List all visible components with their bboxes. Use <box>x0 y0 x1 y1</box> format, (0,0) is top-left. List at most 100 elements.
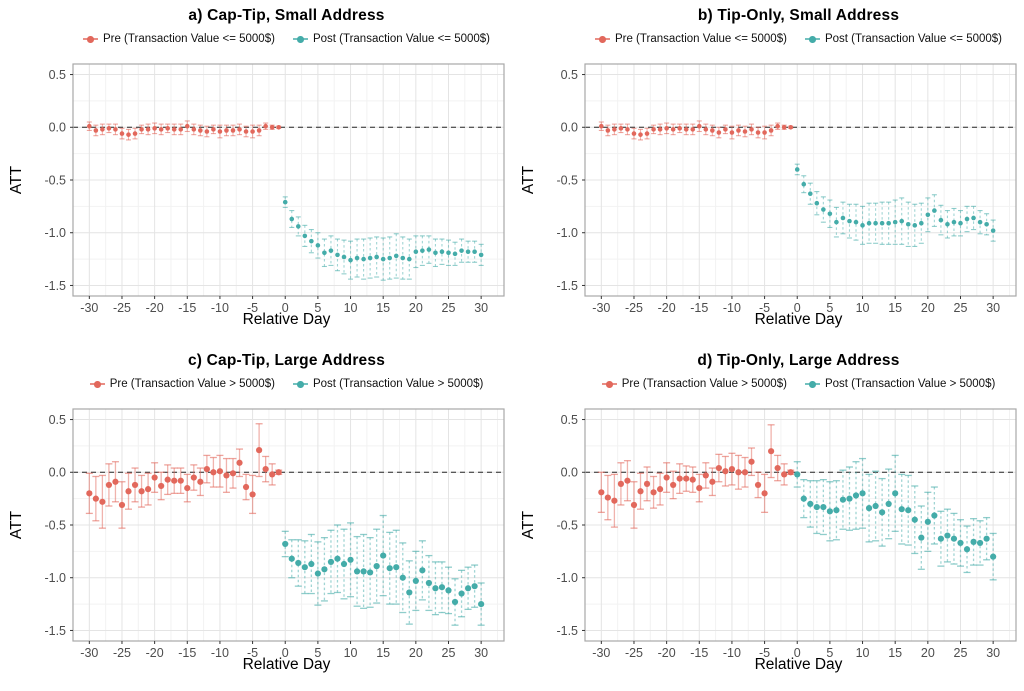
svg-text:-30: -30 <box>592 301 610 315</box>
svg-text:-1.0: -1.0 <box>556 571 578 585</box>
svg-text:30: 30 <box>474 646 488 660</box>
svg-text:-1.0: -1.0 <box>556 226 578 240</box>
plot-area-d: -30 -25 -20 -15 -10 -5 0 5 10 15 20 25 30 0.5 0.0 -0.5 -… <box>556 408 1017 660</box>
svg-text:0: 0 <box>794 301 801 315</box>
svg-text:0.0: 0.0 <box>561 121 578 135</box>
svg-text:0.0: 0.0 <box>49 121 66 135</box>
post-pointrange-icon <box>292 379 308 389</box>
legend-item-post: Post (Transaction Value <= 5000$) <box>804 33 1003 45</box>
svg-text:0.5: 0.5 <box>561 413 578 427</box>
svg-text:-5: -5 <box>247 646 258 660</box>
svg-text:-1.0: -1.0 <box>44 226 66 240</box>
svg-text:25: 25 <box>442 301 456 315</box>
legend-item-pre: Pre (Transaction Value <= 5000$) <box>82 33 275 45</box>
svg-text:30: 30 <box>986 646 1000 660</box>
svg-text:-10: -10 <box>723 301 741 315</box>
svg-text:-1.5: -1.5 <box>556 279 578 293</box>
legend-item-pre: Pre (Transaction Value > 5000$) <box>601 378 787 390</box>
legend-label-pre: Pre (Transaction Value <= 5000$) <box>102 33 275 45</box>
panel-c-legend: Pre (Transaction Value > 5000$) Post (Tr… <box>65 378 508 390</box>
svg-text:-10: -10 <box>211 301 229 315</box>
panel-c-title: c) Cap-Tip, Large Address <box>187 352 386 369</box>
svg-text:20: 20 <box>921 646 935 660</box>
y-axis-title: ATT <box>8 510 25 540</box>
svg-text:-0.5: -0.5 <box>44 173 66 187</box>
pre-pointrange-icon <box>594 34 610 44</box>
svg-text:10: 10 <box>344 301 358 315</box>
svg-text:20: 20 <box>409 301 423 315</box>
pre-pointrange-icon <box>601 379 617 389</box>
svg-text:-25: -25 <box>113 301 131 315</box>
pre-pointrange-icon <box>89 379 105 389</box>
svg-text:-25: -25 <box>113 646 131 660</box>
svg-text:-0.5: -0.5 <box>556 518 578 532</box>
legend-item-post: Post (Transaction Value > 5000$) <box>804 378 995 390</box>
panel-c-cap-tip-large: c) Cap-Tip, Large Address Pre (Transacti… <box>0 345 512 690</box>
svg-text:15: 15 <box>376 646 390 660</box>
legend-item-pre: Pre (Transaction Value <= 5000$) <box>594 33 787 45</box>
svg-text:0: 0 <box>282 301 289 315</box>
svg-text:5: 5 <box>314 646 321 660</box>
svg-text:-30: -30 <box>80 646 98 660</box>
svg-text:-10: -10 <box>211 646 229 660</box>
svg-text:-0.5: -0.5 <box>44 518 66 532</box>
svg-text:-10: -10 <box>723 646 741 660</box>
post-pointrange-icon <box>804 34 820 44</box>
svg-text:15: 15 <box>888 301 902 315</box>
svg-text:-0.5: -0.5 <box>556 173 578 187</box>
svg-text:20: 20 <box>409 646 423 660</box>
plot-area-b: -30 -25 -20 -15 -10 -5 0 5 10 15 20 25 30 0.5 0.0 -0.5 -… <box>556 63 1017 315</box>
svg-text:-20: -20 <box>146 301 164 315</box>
svg-text:0: 0 <box>794 646 801 660</box>
svg-text:25: 25 <box>954 646 968 660</box>
y-axis-title: ATT <box>8 165 25 195</box>
panel-d-tip-only-large: d) Tip-Only, Large Address Pre (Transact… <box>512 345 1024 690</box>
svg-text:30: 30 <box>986 301 1000 315</box>
legend-item-post: Post (Transaction Value > 5000$) <box>292 378 484 390</box>
svg-text:-15: -15 <box>178 646 196 660</box>
legend-label-pre: Pre (Transaction Value <= 5000$) <box>614 33 787 45</box>
panel-a-title: a) Cap-Tip, Small Address <box>188 7 385 24</box>
legend-item-post: Post (Transaction Value <= 5000$) <box>292 33 491 45</box>
svg-text:10: 10 <box>856 301 870 315</box>
svg-text:30: 30 <box>474 301 488 315</box>
svg-text:-25: -25 <box>625 301 643 315</box>
x-axis-title: Relative Day <box>242 656 331 673</box>
legend-label-post: Post (Transaction Value <= 5000$) <box>312 33 491 45</box>
plot-area-c: -30 -25 -20 -15 -10 -5 0 5 10 15 20 25 30 0.5 0.0 -0.5 -… <box>44 408 505 660</box>
panel-b-title: b) Tip-Only, Small Address <box>697 7 900 24</box>
svg-text:-15: -15 <box>690 301 708 315</box>
svg-text:-1.5: -1.5 <box>44 624 66 638</box>
svg-text:-30: -30 <box>80 301 98 315</box>
panel-b-tip-only-small: b) Tip-Only, Small Address Pre (Transact… <box>512 0 1024 345</box>
svg-text:0.0: 0.0 <box>561 466 578 480</box>
svg-text:-30: -30 <box>592 646 610 660</box>
panel-a-cap-tip-small: a) Cap-Tip, Small Address Pre (Transacti… <box>0 0 512 345</box>
x-axis-title: Relative Day <box>754 311 843 328</box>
svg-text:0.5: 0.5 <box>561 68 578 82</box>
panel-d-legend: Pre (Transaction Value > 5000$) Post (Tr… <box>577 378 1020 390</box>
x-axis-title: Relative Day <box>242 311 331 328</box>
legend-label-post: Post (Transaction Value <= 5000$) <box>824 33 1003 45</box>
svg-text:0.5: 0.5 <box>49 68 66 82</box>
svg-text:20: 20 <box>921 301 935 315</box>
svg-text:5: 5 <box>826 301 833 315</box>
pre-pointrange-icon <box>82 34 98 44</box>
svg-text:25: 25 <box>954 301 968 315</box>
svg-text:0.5: 0.5 <box>49 413 66 427</box>
svg-text:-20: -20 <box>658 646 676 660</box>
legend-label-pre: Pre (Transaction Value > 5000$) <box>621 378 787 390</box>
y-axis-title: ATT <box>520 165 537 195</box>
svg-text:-20: -20 <box>146 646 164 660</box>
svg-text:-25: -25 <box>625 646 643 660</box>
legend-label-pre: Pre (Transaction Value > 5000$) <box>109 378 275 390</box>
svg-text:-5: -5 <box>759 301 770 315</box>
svg-text:15: 15 <box>888 646 902 660</box>
legend-label-post: Post (Transaction Value > 5000$) <box>312 378 484 390</box>
svg-text:-1.5: -1.5 <box>556 624 578 638</box>
svg-text:0: 0 <box>282 646 289 660</box>
legend-item-pre: Pre (Transaction Value > 5000$) <box>89 378 275 390</box>
svg-text:-20: -20 <box>658 301 676 315</box>
